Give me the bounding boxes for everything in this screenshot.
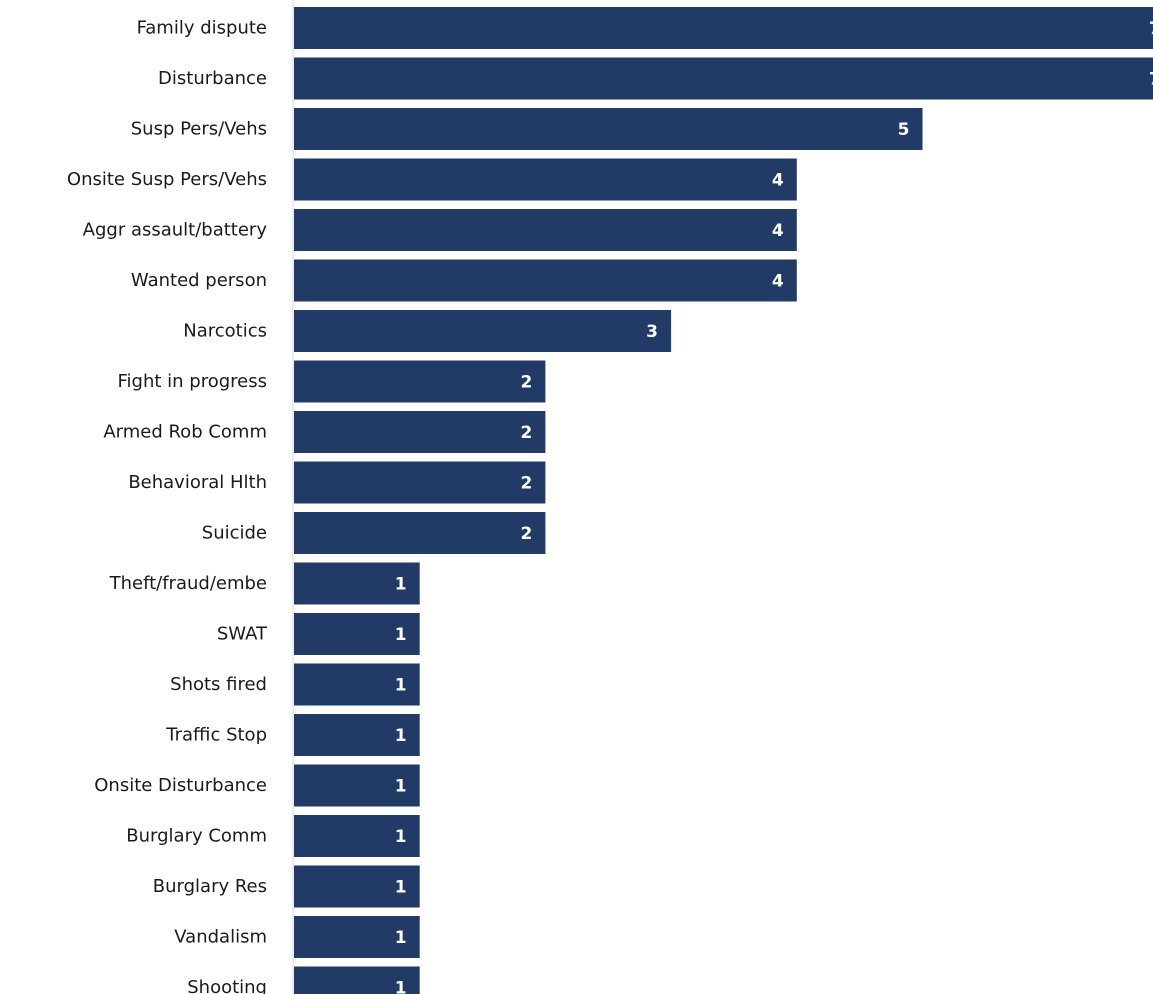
- category-label: Narcotics: [183, 321, 267, 342]
- category-label: Burglary Res: [153, 876, 267, 897]
- category-labels-group: Family dispute Disturbance Susp Pers/Vehs O…: [67, 18, 268, 994]
- value-label: 3: [646, 322, 658, 342]
- bar: [294, 865, 420, 908]
- category-label: Shooting: [187, 977, 267, 994]
- bar: [294, 360, 546, 403]
- bar: [294, 209, 797, 251]
- bar: [294, 108, 923, 150]
- category-label: Suicide: [202, 523, 267, 544]
- value-label: 2: [520, 524, 532, 544]
- value-label: 1: [395, 575, 407, 595]
- value-label: 4: [772, 171, 784, 191]
- category-label: Wanted person: [131, 270, 267, 291]
- value-label: 4: [772, 221, 784, 241]
- value-label: 1: [395, 878, 407, 898]
- category-label: Onsite Disturbance: [94, 775, 267, 796]
- category-label: Fight in progress: [118, 371, 268, 392]
- bar: [294, 7, 1153, 49]
- bars-group: [294, 7, 1153, 994]
- value-label: 2: [520, 423, 532, 443]
- bar: [294, 57, 1153, 100]
- value-label: 1: [395, 827, 407, 847]
- value-label: 1: [395, 726, 407, 746]
- value-label: 1: [395, 625, 407, 645]
- value-label: 1: [395, 676, 407, 696]
- bar: [294, 613, 420, 655]
- bar: [294, 562, 420, 605]
- bar: [294, 310, 672, 352]
- category-label: SWAT: [217, 624, 268, 645]
- value-label: 7: [1149, 19, 1153, 39]
- category-label: Traffic Stop: [165, 725, 267, 746]
- bar: [294, 916, 420, 958]
- value-label: 1: [395, 777, 407, 797]
- category-label: Aggr assault/battery: [83, 220, 268, 241]
- category-label: Vandalism: [174, 927, 267, 948]
- value-labels-group: 7 7 5 4 4 4 3 2 2 2 2 1 1 1 1 1 1 1 1 1: [395, 19, 1153, 994]
- category-label: Susp Pers/Vehs: [131, 119, 267, 140]
- category-label: Theft/fraud/embe: [109, 573, 267, 594]
- bar: [294, 512, 546, 554]
- bar: [294, 815, 420, 857]
- value-label: 7: [1149, 70, 1153, 90]
- bar: [294, 158, 797, 201]
- value-label: 4: [772, 272, 784, 292]
- category-label: Armed Rob Comm: [103, 422, 267, 443]
- bar: [294, 966, 420, 994]
- category-label: Behavioral Hlth: [128, 472, 267, 493]
- bar: [294, 461, 546, 504]
- category-label: Burglary Comm: [126, 826, 267, 847]
- value-label: 1: [395, 928, 407, 948]
- category-label: Family dispute: [137, 18, 267, 39]
- bar: [294, 764, 420, 807]
- value-label: 2: [520, 474, 532, 494]
- value-label: 2: [520, 373, 532, 393]
- bar: [294, 259, 797, 302]
- bar: [294, 663, 420, 706]
- category-label: Onsite Susp Pers/Vehs: [67, 169, 267, 190]
- bar: [294, 411, 546, 453]
- bar: [294, 714, 420, 756]
- value-label: 1: [395, 979, 407, 994]
- value-label: 5: [898, 120, 910, 140]
- category-label: Disturbance: [158, 68, 267, 89]
- category-label: Shots fired: [170, 674, 267, 695]
